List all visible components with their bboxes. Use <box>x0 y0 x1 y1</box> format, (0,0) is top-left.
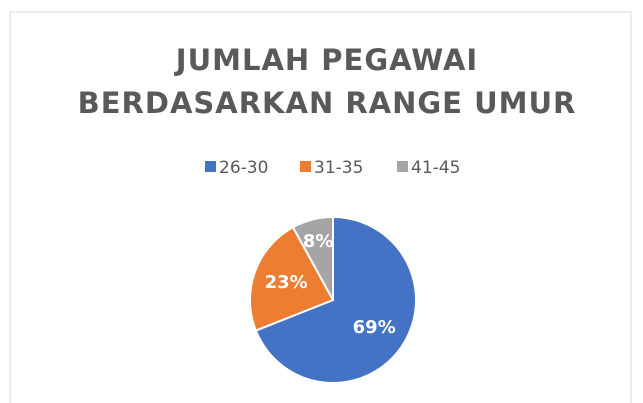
legend-label: 31-35 <box>314 158 363 178</box>
legend-swatch <box>205 161 216 172</box>
legend-label: 41-45 <box>411 158 460 178</box>
pie-slice <box>249 225 335 332</box>
data-label: 23% <box>265 272 308 293</box>
chart-title: JUMLAH PEGAWAI <box>174 43 478 77</box>
pie-slice <box>291 215 334 301</box>
pie-slice <box>254 215 417 384</box>
data-label: 69% <box>353 317 396 338</box>
chart-title: BERDASARKAN RANGE UMUR <box>78 86 577 120</box>
legend-swatch <box>300 161 311 172</box>
legend-swatch <box>397 161 408 172</box>
legend-label: 26-30 <box>219 158 268 178</box>
data-label: 8% <box>303 231 334 252</box>
